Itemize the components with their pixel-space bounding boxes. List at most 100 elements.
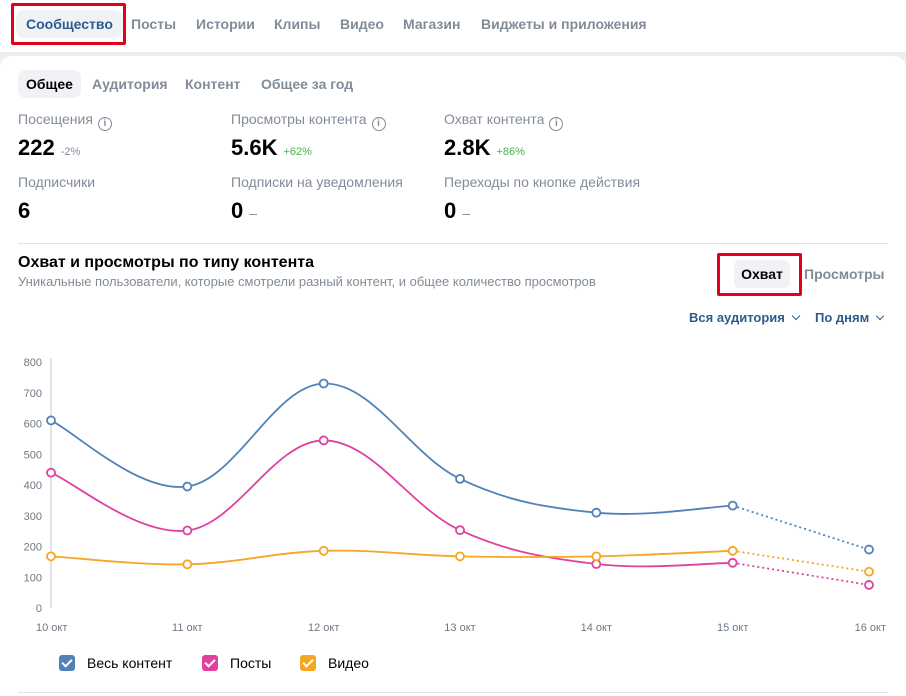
info-icon[interactable]: i — [549, 117, 564, 131]
subtab-overview[interactable]: Общее — [18, 70, 81, 98]
subtab-yearly[interactable]: Общее за год — [261, 76, 354, 92]
series-line-forecast — [732, 549, 870, 573]
legend-label: Весь контент — [87, 655, 173, 671]
tab-stories[interactable]: Истории — [196, 16, 255, 32]
data-point — [46, 467, 56, 478]
y-tick-label: 600 — [24, 419, 42, 431]
series-line-forecast — [732, 561, 870, 586]
stat-number: 5.6K — [231, 135, 278, 160]
series-line-solid — [50, 439, 733, 568]
y-tick-label: 500 — [24, 449, 42, 461]
y-tick-label: 800 — [24, 357, 42, 369]
views-toggle-button[interactable]: Просмотры — [804, 266, 885, 282]
stats-card — [0, 56, 906, 696]
stat-delta: +86% — [496, 146, 525, 158]
data-point — [455, 473, 465, 484]
stat-label-visits-text: Посещения — [18, 111, 93, 127]
stat-delta: -2% — [60, 146, 81, 158]
data-point — [182, 481, 193, 492]
tab-widgets-apps[interactable]: Виджеты и приложения — [481, 16, 647, 32]
tab-video[interactable]: Видео — [340, 16, 384, 32]
top-navigation: Сообщество Посты Истории Клипы Видео Маг… — [0, 0, 906, 52]
period-dropdown-label: По дням — [815, 310, 870, 325]
y-tick-label: 200 — [24, 542, 42, 554]
stat-label-action-clicks: Переходы по кнопке действия — [444, 174, 641, 190]
stat-number: 222 — [18, 135, 55, 160]
data-point — [727, 545, 738, 556]
x-tick-label: 12 окт — [308, 622, 339, 634]
x-tick-label: 13 окт — [444, 622, 475, 634]
stat-number: 0 — [231, 198, 244, 223]
chevron-down-icon — [791, 311, 801, 321]
subtab-content[interactable]: Контент — [185, 76, 241, 92]
divider — [18, 692, 888, 693]
checkbox-icon[interactable] — [59, 655, 75, 671]
checkbox-icon[interactable] — [300, 655, 316, 671]
highlight-frame-reach — [717, 253, 802, 296]
data-point — [864, 566, 874, 577]
stat-label-content-views: Просмотры контента i — [231, 111, 386, 131]
x-tick-label: 16 окт — [855, 622, 886, 634]
series-line-solid — [50, 382, 733, 515]
legend-label: Посты — [230, 655, 272, 671]
stat-label-visits: Посещения i — [18, 111, 112, 131]
section-subtitle: Уникальные пользователи, которые смотрел… — [18, 274, 596, 289]
data-point — [318, 435, 329, 446]
data-point — [727, 500, 738, 511]
section-title: Охват и просмотры по типу контента — [18, 254, 314, 271]
y-tick-label: 400 — [24, 480, 42, 492]
series-line-forecast — [732, 504, 870, 551]
data-point — [864, 544, 874, 555]
data-point — [591, 551, 602, 562]
chevron-down-icon — [875, 311, 885, 321]
stat-value-visits: 222 -2% — [18, 135, 80, 161]
x-tick-label: 10 окт — [36, 622, 67, 634]
stat-delta: +62% — [283, 146, 312, 158]
data-point — [318, 545, 329, 556]
stat-label-content-reach-text: Охват контента — [444, 111, 545, 127]
data-point — [727, 557, 738, 568]
y-tick-label: 700 — [24, 388, 42, 400]
y-tick-label: 100 — [24, 572, 42, 584]
stat-number: 6 — [18, 198, 31, 223]
divider — [18, 243, 888, 244]
checkbox-icon[interactable] — [202, 655, 218, 671]
data-point — [182, 559, 193, 570]
data-point — [46, 551, 56, 562]
stat-label-notify-subs: Подписки на уведомления — [231, 174, 403, 190]
stat-label-subscribers: Подписчики — [18, 174, 96, 190]
x-tick-label: 14 окт — [581, 622, 612, 634]
y-tick-label: 0 — [36, 603, 42, 615]
data-point — [864, 580, 874, 590]
data-point — [455, 551, 465, 562]
subtab-audience[interactable]: Аудитория — [92, 76, 168, 92]
x-tick-label: 11 окт — [172, 622, 203, 634]
data-point — [455, 525, 465, 536]
x-tick-label: 15 окт — [717, 622, 748, 634]
data-point — [591, 507, 602, 518]
reach-toggle-button[interactable]: Охват — [734, 260, 790, 288]
data-point — [182, 525, 193, 536]
audience-dropdown[interactable]: Вся аудитория — [689, 310, 801, 325]
info-icon[interactable]: i — [97, 117, 112, 131]
stat-number: 2.8K — [444, 135, 491, 160]
stat-delta: – — [462, 205, 471, 221]
tab-clips[interactable]: Клипы — [274, 16, 321, 32]
highlight-frame-community — [11, 3, 126, 45]
stat-value-subscribers: 6 — [18, 198, 30, 224]
info-icon[interactable]: i — [371, 117, 386, 131]
period-dropdown[interactable]: По дням — [815, 310, 885, 325]
legend-label: Видео — [328, 655, 369, 671]
stat-number: 0 — [444, 198, 457, 223]
tab-posts[interactable]: Посты — [131, 16, 177, 32]
tab-market[interactable]: Магазин — [403, 16, 461, 32]
tab-community[interactable]: Сообщество — [16, 10, 123, 38]
y-tick-label: 300 — [24, 511, 42, 523]
series-line-solid — [50, 549, 733, 566]
data-point — [46, 415, 56, 426]
stat-value-action-clicks: 0– — [444, 198, 470, 224]
audience-dropdown-label: Вся аудитория — [689, 310, 785, 325]
stat-delta: – — [249, 205, 258, 221]
reach-line-chart: 0 100 200 300 400 500 600 700 800 10 окт 11 окт 12 … — [24, 357, 886, 634]
stat-value-content-views: 5.6K +62% — [231, 135, 312, 161]
